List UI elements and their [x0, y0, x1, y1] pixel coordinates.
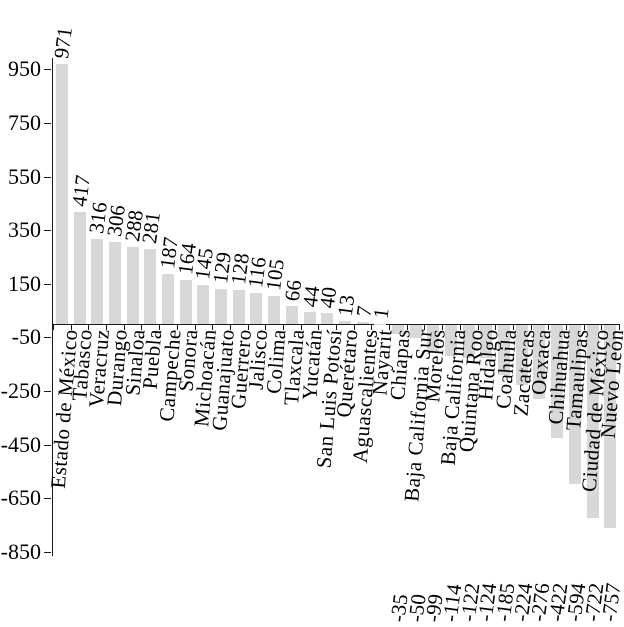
category-tick: [353, 324, 355, 330]
bar: [586, 325, 599, 519]
bar: [604, 325, 617, 528]
bar: [73, 212, 86, 324]
bar: [268, 295, 281, 324]
category-tick: [619, 324, 621, 330]
y-axis-tick: [44, 123, 51, 124]
category-tick: [583, 324, 585, 330]
bar-value-label: 1: [368, 306, 394, 320]
category-tick: [459, 324, 461, 330]
bar: [374, 323, 387, 325]
y-axis-tick: [44, 283, 51, 285]
bar: [338, 320, 351, 324]
category-tick: [282, 324, 284, 330]
category-tick: [300, 324, 302, 330]
y-axis-tick: [44, 337, 51, 339]
category-tick: [229, 324, 231, 330]
bar-value-label: -757: [596, 581, 624, 623]
bar: [303, 312, 316, 324]
category-tick: [495, 324, 497, 330]
category-tick: [194, 324, 196, 330]
category-tick: [336, 324, 338, 330]
bar: [515, 325, 528, 386]
category-tick: [389, 324, 391, 330]
y-axis-tick: [44, 69, 51, 71]
y-axis-tick: [44, 498, 51, 500]
bar: [533, 325, 546, 399]
y-axis-tick-label: -450: [0, 431, 41, 457]
y-axis-tick-label: -850: [0, 538, 41, 564]
y-axis-tick-label: 750: [8, 110, 41, 135]
bar: [285, 306, 298, 324]
category-tick: [123, 324, 125, 330]
bar: [215, 289, 228, 324]
y-axis-tick-label: -650: [0, 485, 41, 511]
y-axis-tick: [44, 176, 51, 178]
category-tick: [53, 324, 54, 330]
bar: [91, 239, 104, 324]
bar: [551, 325, 564, 439]
y-axis-tick-label: 150: [8, 270, 41, 296]
category-tick: [406, 324, 408, 330]
category-tick: [530, 324, 532, 330]
bar: [197, 285, 210, 324]
y-axis-tick-label: -250: [0, 378, 41, 403]
bar: [144, 248, 157, 324]
bar: [427, 325, 440, 352]
bar: [480, 325, 493, 359]
category-tick: [318, 324, 320, 330]
category-tick: [424, 324, 426, 330]
category-tick: [601, 324, 603, 330]
category-tick: [477, 324, 479, 330]
category-tick: [106, 324, 108, 330]
bar: [126, 246, 139, 324]
bar: [161, 273, 174, 324]
category-tick: [141, 324, 143, 330]
y-axis-tick: [44, 551, 51, 553]
bar: [498, 325, 511, 375]
y-axis-line: [52, 58, 53, 556]
y-axis-tick-label: 550: [8, 163, 41, 189]
bar: [55, 63, 68, 324]
category-tick: [159, 324, 161, 330]
category-tick: [176, 324, 178, 330]
y-axis-tick: [44, 444, 51, 446]
bar: [179, 280, 192, 324]
category-tick: [566, 324, 567, 330]
bar: [409, 325, 422, 339]
y-axis-tick: [44, 391, 51, 392]
category-tick: [88, 324, 90, 330]
category-tick: [247, 324, 249, 330]
category-tick: [371, 324, 373, 330]
category-tick: [548, 324, 550, 330]
category-tick: [512, 324, 514, 330]
category-tick: [442, 324, 444, 330]
bar: [108, 241, 121, 324]
category-tick: [212, 324, 214, 330]
bar: [250, 292, 263, 324]
y-axis-tick-label: 350: [8, 217, 41, 243]
y-axis-tick: [44, 230, 51, 232]
bar: [391, 325, 404, 335]
bar-value-label: 971: [48, 25, 77, 60]
category-tick: [70, 324, 72, 330]
bar: [462, 325, 475, 358]
bar: [568, 325, 581, 485]
category-tick: [265, 324, 267, 330]
y-axis-tick-label: 950: [8, 56, 41, 82]
bar: [356, 322, 369, 324]
bar: [445, 325, 458, 356]
y-axis-tick-label: -50: [11, 324, 41, 350]
bar: [321, 313, 334, 324]
bar: [232, 289, 245, 324]
